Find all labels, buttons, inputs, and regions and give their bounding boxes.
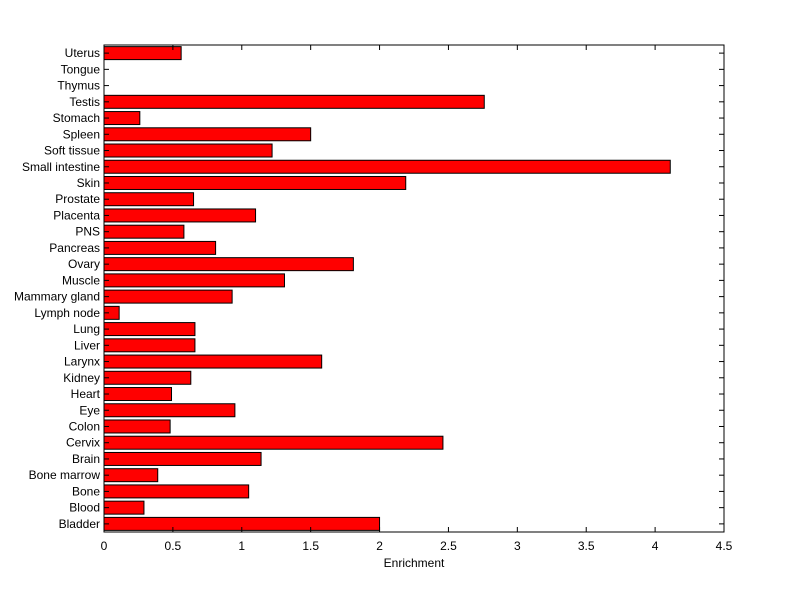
y-tick-label: Tongue bbox=[61, 62, 101, 76]
bar-muscle bbox=[103, 273, 285, 288]
y-tick-label: Thymus bbox=[57, 79, 100, 93]
x-tick-label: 0.5 bbox=[165, 539, 182, 553]
bar-eye bbox=[103, 403, 236, 418]
bar-spleen bbox=[103, 127, 312, 142]
y-tick-label: Liver bbox=[74, 338, 100, 352]
y-tick-label: Bone marrow bbox=[29, 468, 101, 482]
bar-cervix bbox=[103, 435, 444, 450]
bar-bone-marrow bbox=[103, 468, 159, 483]
y-tick-label: Prostate bbox=[55, 192, 100, 206]
bar-stomach bbox=[103, 111, 141, 126]
y-tick-label: Muscle bbox=[62, 273, 100, 287]
y-axis-ticks: Bladder Blood Bone Bone marrow Brain Cervix Co… bbox=[14, 46, 724, 531]
bar-testis bbox=[103, 94, 485, 109]
bar-bone bbox=[103, 484, 250, 499]
x-tick-label: 3.5 bbox=[578, 539, 595, 553]
y-tick-label: Cervix bbox=[66, 436, 100, 450]
x-tick-label: 1 bbox=[238, 539, 245, 553]
bar-uterus bbox=[103, 46, 182, 61]
y-tick-label: Uterus bbox=[65, 46, 100, 60]
y-tick-label: Testis bbox=[69, 95, 100, 109]
y-tick-label: Soft tissue bbox=[44, 144, 100, 158]
x-tick-label: 1.5 bbox=[302, 539, 319, 553]
bar-ovary bbox=[103, 257, 354, 272]
y-tick-label: Mammary gland bbox=[14, 290, 100, 304]
x-tick-label: 2 bbox=[376, 539, 383, 553]
y-tick-label: Pancreas bbox=[49, 241, 100, 255]
bars-group bbox=[103, 46, 671, 531]
y-tick-label: Brain bbox=[72, 452, 100, 466]
bar-heart bbox=[103, 387, 173, 402]
y-tick-label: Blood bbox=[69, 501, 100, 515]
y-tick-label: Eye bbox=[79, 403, 100, 417]
bar-kidney bbox=[103, 370, 192, 385]
bar-liver bbox=[103, 338, 196, 353]
bar-prostate bbox=[103, 192, 195, 207]
y-tick-label: Skin bbox=[77, 176, 100, 190]
bar-colon bbox=[103, 419, 171, 434]
x-tick-label: 4.5 bbox=[716, 539, 733, 553]
y-tick-label: Heart bbox=[71, 387, 101, 401]
x-tick-label: 3 bbox=[514, 539, 521, 553]
y-tick-label: Colon bbox=[69, 419, 100, 433]
y-tick-label: Bladder bbox=[59, 517, 100, 531]
x-axis-ticks: 0 0.5 1 1.5 2 2.5 3 3.5 4 4.5 bbox=[101, 45, 733, 553]
bar-lung bbox=[103, 322, 196, 337]
bar-brain bbox=[103, 451, 262, 466]
bar-blood bbox=[103, 500, 145, 515]
bar-mammary-gland bbox=[103, 289, 233, 304]
bar-skin bbox=[103, 175, 407, 190]
y-tick-label: Small intestine bbox=[22, 160, 100, 174]
x-tick-label: 0 bbox=[101, 539, 108, 553]
plot-area bbox=[103, 44, 725, 533]
bar-small-intestine bbox=[103, 159, 671, 174]
bar-soft-tissue bbox=[103, 143, 273, 158]
bar-pns bbox=[103, 224, 185, 239]
y-tick-label: Kidney bbox=[63, 371, 100, 385]
y-tick-label: Bone bbox=[72, 484, 100, 498]
y-tick-label: Spleen bbox=[63, 127, 100, 141]
y-tick-label: Lymph node bbox=[34, 306, 100, 320]
y-tick-label: Lung bbox=[73, 322, 100, 336]
bar-placenta bbox=[103, 208, 257, 223]
y-tick-label: PNS bbox=[75, 225, 100, 239]
y-tick-label: Larynx bbox=[64, 355, 100, 369]
x-tick-label: 2.5 bbox=[440, 539, 457, 553]
x-axis-label: Enrichment bbox=[384, 556, 445, 570]
y-tick-label: Placenta bbox=[53, 208, 100, 222]
y-tick-label: Stomach bbox=[53, 111, 100, 125]
x-tick-label: 4 bbox=[652, 539, 659, 553]
bar-larynx bbox=[103, 354, 323, 369]
y-tick-label: Ovary bbox=[68, 257, 100, 271]
bar-pancreas bbox=[103, 240, 217, 255]
